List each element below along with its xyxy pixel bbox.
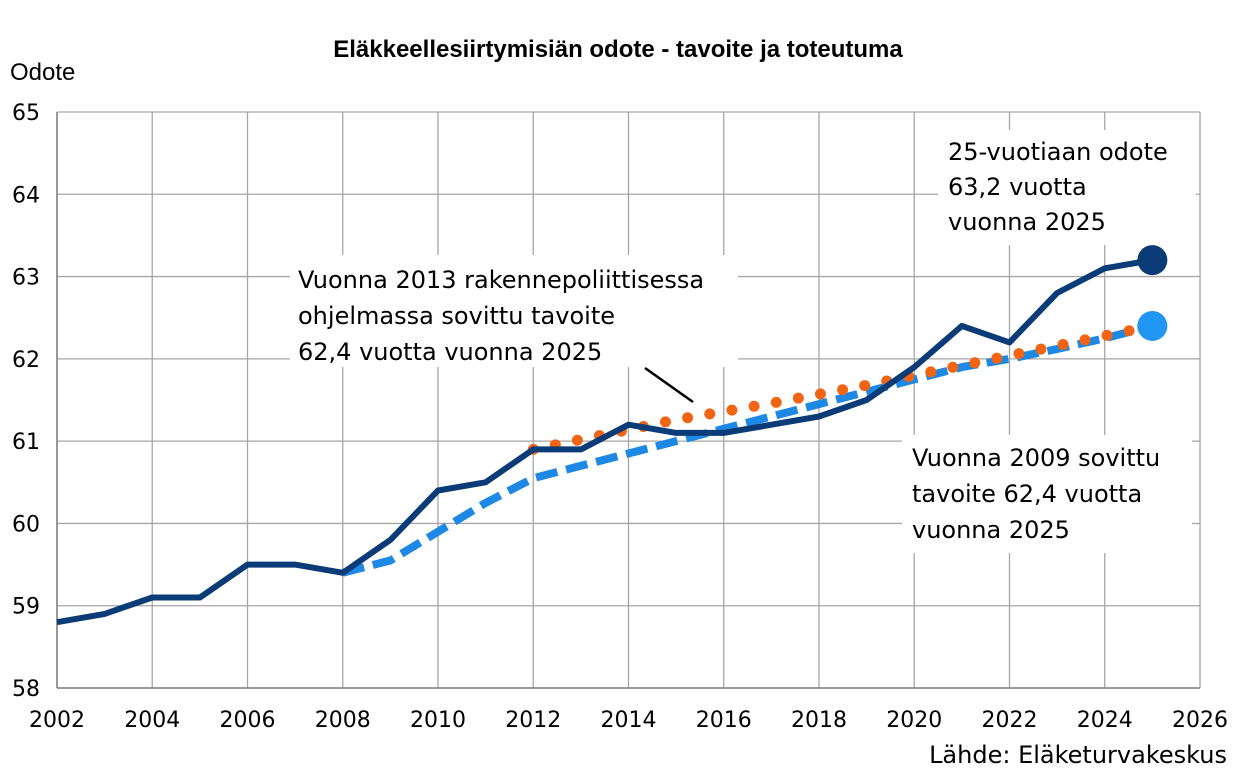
y-tick-label: 63 — [12, 266, 40, 291]
series-line-dotted — [527, 320, 1158, 455]
annotation-box-target2009 — [902, 435, 1192, 553]
x-tick-label: 2008 — [315, 708, 371, 733]
annotation-target2009-line-2: tavoite 62,4 vuotta — [912, 480, 1142, 508]
annotation-target2013-line-2: ohjelmassa sovittu tavoite — [298, 302, 615, 330]
axis-lines — [56, 112, 1200, 689]
x-tick-label: 2004 — [124, 708, 180, 733]
y-tick-labels: 58 59 60 61 62 63 64 65 — [12, 101, 40, 702]
annotation-actual-line-1: 25-vuotiaan odote — [948, 138, 1168, 166]
x-tick-label: 2018 — [791, 708, 847, 733]
y-tick-label: 58 — [12, 677, 40, 702]
chart-title: Eläkkeellesiirtymisiän odote - tavoite j… — [333, 36, 903, 63]
annotation-target2009: Vuonna 2009 sovittu tavoite 62,4 vuotta … — [912, 444, 1168, 544]
y-tick-label: 61 — [12, 430, 40, 455]
x-tick-label: 2020 — [886, 708, 942, 733]
x-tick-label: 2012 — [505, 708, 561, 733]
series-line-solid — [56, 257, 1153, 626]
annotation-target2013-line-3: 62,4 vuotta vuonna 2025 — [298, 338, 602, 366]
endpoint-layer — [1137, 245, 1168, 341]
annotation-box-actual — [938, 130, 1196, 245]
annotation-actual-line-2: 63,2 vuotta — [948, 173, 1087, 201]
x-tick-labels: 2002 2004 2006 2008 2010 2012 2014 2016 2018 2020… — [29, 708, 1228, 733]
series-layer — [56, 257, 1158, 626]
x-tick-label: 2026 — [1172, 708, 1228, 733]
endpoint-marker — [1137, 245, 1168, 276]
annotation-leader-line — [644, 366, 694, 404]
y-axis-label: Odote — [10, 59, 75, 86]
annotation-actual: 25-vuotiaan odote 63,2 vuotta vuonna 202… — [948, 138, 1175, 236]
annotation-target2013: Vuonna 2013 rakennepoliittisessa ohjelma… — [298, 266, 712, 366]
annotation-actual-line-3: vuonna 2025 — [948, 208, 1106, 236]
annotation-target2009-line-1: Vuonna 2009 sovittu — [912, 444, 1160, 472]
y-tick-label: 59 — [12, 595, 40, 620]
x-tick-label: 2002 — [29, 708, 85, 733]
annotation-box-target2013 — [290, 255, 738, 367]
x-tick-label: 2014 — [601, 708, 657, 733]
annotation-target2013-line-1: Vuonna 2013 rakennepoliittisessa — [298, 266, 704, 294]
x-tick-label: 2016 — [696, 708, 752, 733]
annotation-target2009-line-3: vuonna 2025 — [912, 516, 1070, 544]
y-tick-label: 65 — [12, 101, 40, 126]
x-tick-label: 2006 — [220, 708, 276, 733]
y-tick-label: 62 — [12, 348, 40, 373]
y-tick-label: 60 — [12, 512, 40, 537]
source-note: Lähde: Eläketurvakeskus — [929, 741, 1227, 769]
x-tick-label: 2024 — [1077, 708, 1133, 733]
x-tick-label: 2022 — [982, 708, 1038, 733]
y-tick-label: 64 — [12, 183, 40, 208]
endpoint-marker — [1137, 310, 1168, 341]
x-tick-label: 2010 — [410, 708, 466, 733]
